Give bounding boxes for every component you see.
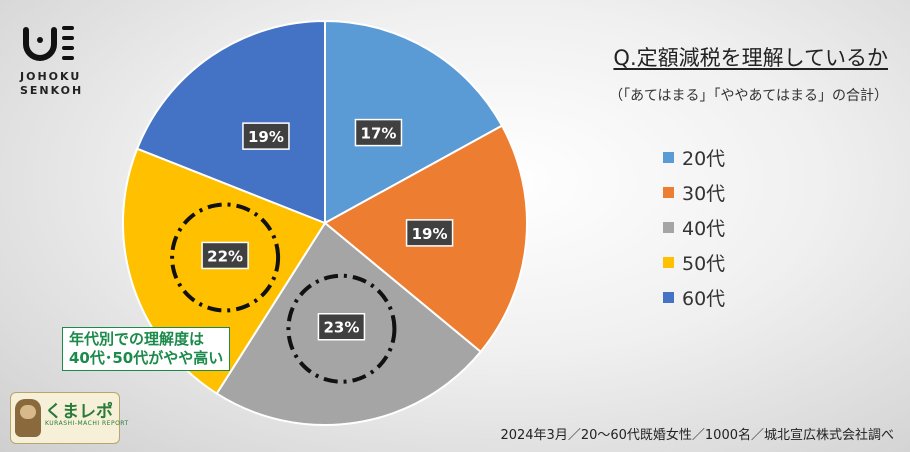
data-label-20代: 17% <box>354 118 403 147</box>
annotation-line-2: 40代･50代がやや高い <box>69 349 224 367</box>
legend-item-40代: 40代 <box>663 210 725 245</box>
pie-slice-60代 <box>135 19 326 225</box>
brand-badge: くまレポ KURASHI-MACHI REPORT <box>10 392 128 444</box>
logo-line-1: JOHOKU <box>20 70 82 83</box>
legend-swatch <box>663 152 674 163</box>
data-label-30代: 19% <box>405 219 454 247</box>
data-label-60代: 19% <box>242 122 290 150</box>
legend-swatch <box>663 292 674 303</box>
annotation-callout: 年代別での理解度は 40代･50代がやや高い <box>62 327 231 371</box>
svg-text:19%: 19% <box>412 225 448 243</box>
chart-title: Q.定額減税を理解しているか <box>613 46 888 70</box>
brand-name: くまレポ <box>45 402 113 422</box>
legend-swatch <box>663 187 674 198</box>
svg-text:22%: 22% <box>207 247 243 265</box>
legend-item-60代: 60代 <box>663 280 725 315</box>
svg-text:17%: 17% <box>361 125 397 143</box>
brand-subtitle: KURASHI-MACHI REPORT <box>45 420 129 427</box>
legend-item-30代: 30代 <box>663 175 725 210</box>
legend-label: 30代 <box>682 183 726 205</box>
legend-item-20代: 20代 <box>663 140 725 175</box>
legend-label: 50代 <box>682 253 726 275</box>
legend-label: 60代 <box>682 288 726 310</box>
legend-label: 40代 <box>682 218 726 240</box>
highlight-circle-50代 <box>170 202 281 313</box>
legend-item-50代: 50代 <box>663 245 725 280</box>
logo-line-2: SENKOH <box>20 84 84 97</box>
chart-subtitle: （「あてはまる」「ややあてはまる」の合計） <box>609 88 888 104</box>
legend-swatch <box>663 257 674 268</box>
source-note: 2024年3月／20～60代既婚女性／1000名／城北宣広株式会社調べ <box>500 428 894 443</box>
pie-slice-20代 <box>324 19 504 225</box>
legend-swatch <box>663 222 674 233</box>
data-label-40代: 23% <box>317 312 366 341</box>
chart-legend: 20代 30代 40代 50代 60代 <box>663 140 725 315</box>
logo-mark-icon <box>23 26 74 61</box>
highlight-circle-40代 <box>286 273 397 384</box>
legend-label: 20代 <box>682 148 726 170</box>
svg-text:19%: 19% <box>248 128 284 146</box>
svg-text:23%: 23% <box>323 319 359 337</box>
data-label-50代: 22% <box>201 241 249 270</box>
annotation-line-1: 年代別での理解度は <box>69 330 205 348</box>
company-logo: JOHOKU SENKOH <box>20 22 100 98</box>
bear-mascot-icon <box>15 399 41 437</box>
